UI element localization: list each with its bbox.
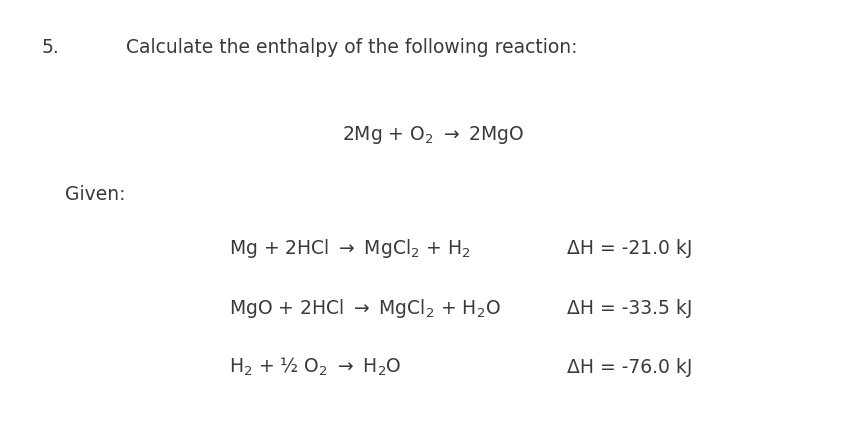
Text: ΔH = -33.5 kJ: ΔH = -33.5 kJ [567,298,693,318]
Text: H$_2$ + ½ O$_2$ $\rightarrow$ H$_2$O: H$_2$ + ½ O$_2$ $\rightarrow$ H$_2$O [229,356,402,378]
Text: Calculate the enthalpy of the following reaction:: Calculate the enthalpy of the following … [126,38,577,57]
Text: ΔH = -76.0 kJ: ΔH = -76.0 kJ [567,357,693,377]
Text: MgO + 2HCl $\rightarrow$ MgCl$_2$ + H$_2$O: MgO + 2HCl $\rightarrow$ MgCl$_2$ + H$_2… [229,297,501,319]
Text: Given:: Given: [65,184,126,204]
Text: Mg + 2HCl $\rightarrow$ MgCl$_2$ + H$_2$: Mg + 2HCl $\rightarrow$ MgCl$_2$ + H$_2$ [229,238,471,260]
Text: 2Mg + O$_2$ $\rightarrow$ 2MgO: 2Mg + O$_2$ $\rightarrow$ 2MgO [342,124,524,146]
Text: 5.: 5. [42,38,59,57]
Text: ΔH = -21.0 kJ: ΔH = -21.0 kJ [567,239,693,259]
